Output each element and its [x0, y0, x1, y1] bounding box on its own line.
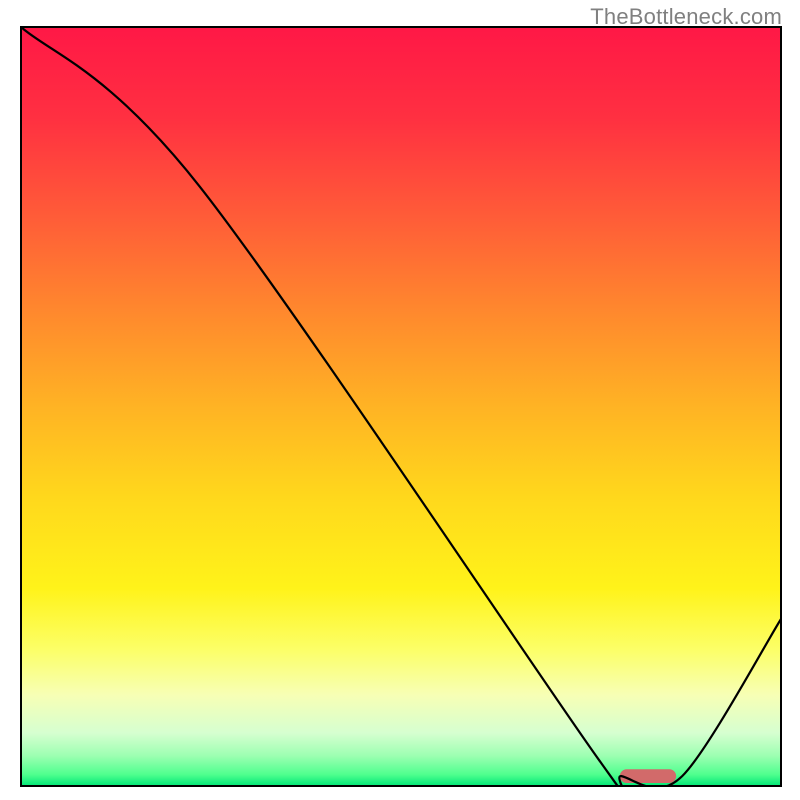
bottleneck-chart [0, 0, 800, 800]
watermark-text: TheBottleneck.com [590, 4, 782, 30]
chart-background [21, 27, 781, 786]
page-root: TheBottleneck.com [0, 0, 800, 800]
optimum-marker [620, 769, 676, 783]
